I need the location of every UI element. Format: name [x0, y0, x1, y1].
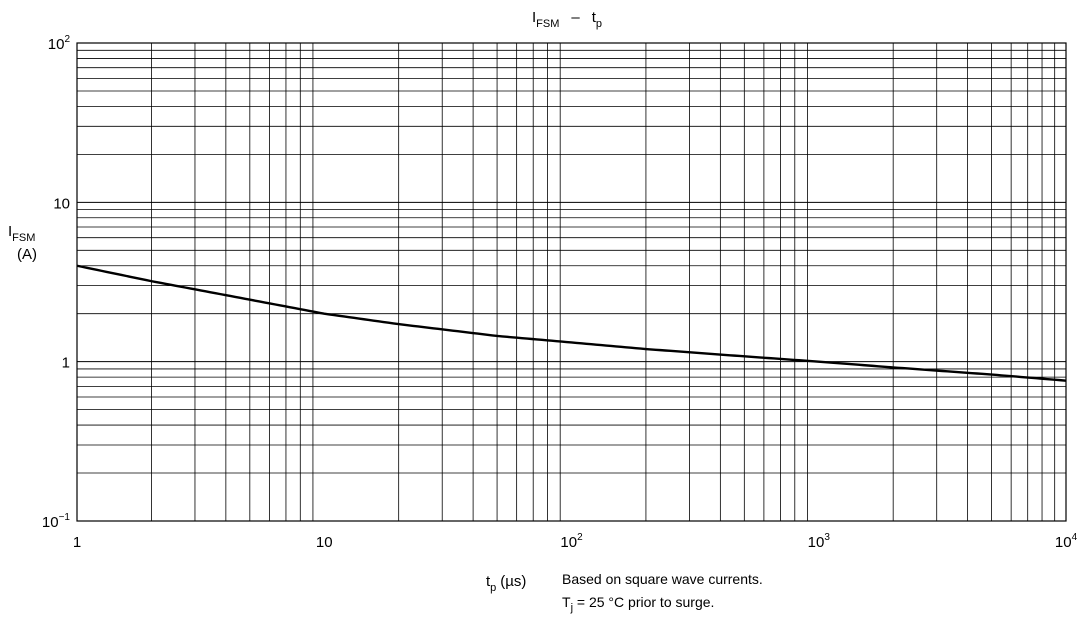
note-junction-temp: Tj = 25 °C prior to surge.	[562, 594, 714, 614]
series-line	[76, 264, 1067, 382]
x-tick-label: 103	[808, 532, 831, 551]
y-tick-label: 10−1	[42, 512, 71, 531]
y-tick-labels: 10−1 1 10 102	[42, 34, 71, 531]
title-dash: –	[571, 9, 580, 26]
y-tick-label: 10	[53, 195, 70, 212]
note-square-wave: Based on square wave currents.	[562, 571, 763, 587]
x-tick-label: 104	[1055, 532, 1078, 551]
x-tick-label: 102	[560, 532, 583, 551]
xlabel-unit: (µs)	[500, 573, 526, 590]
plot-frame	[76, 42, 1067, 522]
title-sub-fsm: FSM	[536, 18, 559, 30]
xlabel-var: t	[486, 573, 491, 590]
x-tick-labels: 1 10 102 103 104	[73, 532, 1078, 551]
x-axis-label: tp (µs)	[486, 573, 526, 594]
x-tick-label: 10	[316, 534, 333, 551]
x-tick-label: 1	[73, 534, 81, 551]
y-tick-label: 102	[48, 34, 71, 53]
note-tj-sub: j	[570, 602, 573, 614]
series-layer	[76, 264, 1067, 382]
y-axis-label: IFSM	[8, 223, 35, 244]
title-var-t: t	[592, 9, 597, 26]
note-tj-text: = 25 °C prior to surge.	[573, 594, 714, 610]
ylabel-sub: FSM	[12, 232, 35, 244]
y-tick-label: 1	[62, 355, 70, 372]
xlabel-sub: p	[490, 582, 496, 594]
note-tj-var: T	[562, 594, 571, 610]
title-var-i: I	[532, 9, 536, 26]
ylabel-var: I	[8, 223, 12, 240]
y-axis-unit: (A)	[17, 246, 37, 263]
title-sub-p: p	[596, 18, 602, 30]
plot-border	[76, 42, 1067, 522]
grid	[77, 43, 1066, 521]
chart-title: IFSM – tp	[532, 9, 602, 30]
